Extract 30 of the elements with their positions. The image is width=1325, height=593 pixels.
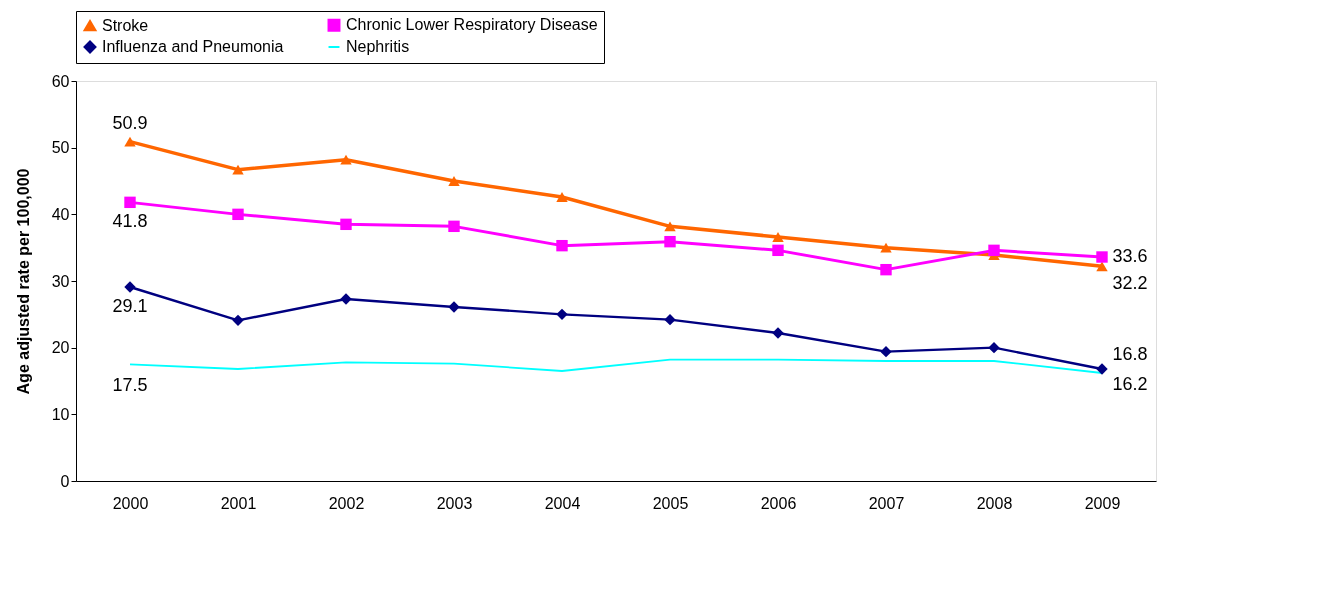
y-tick-label: 50 [51, 139, 70, 157]
data-label: 41.8 [112, 211, 148, 232]
data-label: 16.8 [1112, 344, 1148, 364]
y-tick-label: 0 [60, 472, 70, 490]
y-tick-label: 40 [51, 205, 70, 223]
y-tick-label: 20 [51, 339, 70, 357]
y-tick-label: 30 [51, 272, 70, 290]
data-label: 17.5 [112, 375, 148, 396]
x-tick-label: 2001 [220, 494, 257, 512]
legend-label: Influenza and Pneumonia [102, 38, 284, 55]
x-tick-label: 2007 [868, 494, 905, 512]
x-tick-label: 2003 [436, 494, 473, 512]
y-tick-label: 10 [51, 405, 70, 423]
legend-label: Stroke [102, 16, 149, 34]
x-tick-label: 2009 [1084, 494, 1121, 512]
x-tick-label: 2002 [328, 494, 365, 512]
x-tick-label: 2008 [976, 494, 1013, 512]
data-label: 33.6 [1112, 246, 1148, 266]
y-tick-label: 60 [51, 72, 70, 90]
x-tick-label: 2004 [544, 494, 581, 512]
y-axis-title: Age adjusted rate per 100,000 [14, 168, 32, 395]
data-label: 29.1 [112, 296, 148, 316]
legend-label: Chronic Lower Respiratory Disease [346, 16, 598, 34]
data-label: 50.9 [112, 112, 148, 133]
x-tick-label: 2006 [760, 494, 797, 512]
x-tick-label: 2005 [652, 494, 689, 512]
data-label: 16.2 [1112, 374, 1148, 394]
legend-label: Nephritis [346, 38, 410, 55]
x-tick-label: 2000 [112, 494, 149, 512]
data-label: 32.2 [1112, 273, 1148, 294]
